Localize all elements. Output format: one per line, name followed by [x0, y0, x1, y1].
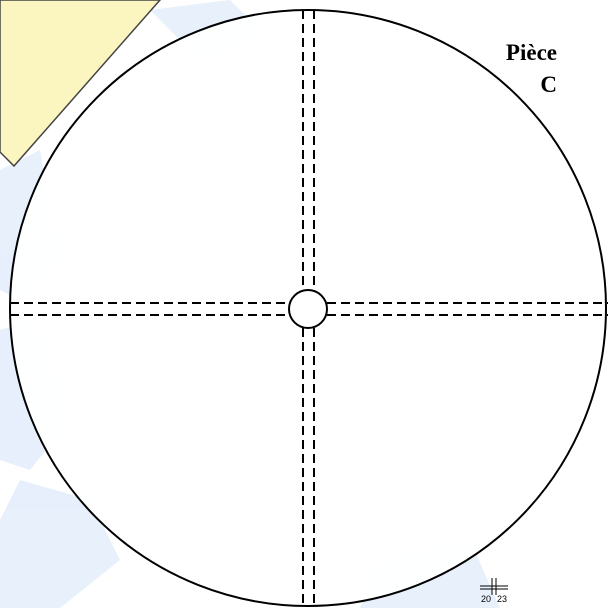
logo — [480, 578, 508, 595]
logo-left: 20 — [481, 594, 491, 604]
center-circle — [288, 289, 328, 329]
cross-lines — [10, 10, 608, 608]
piece-letter: C — [540, 72, 557, 97]
note — [0, 0, 161, 168]
piece-label: Pièce — [506, 40, 557, 65]
logo-right: 23 — [497, 594, 507, 604]
